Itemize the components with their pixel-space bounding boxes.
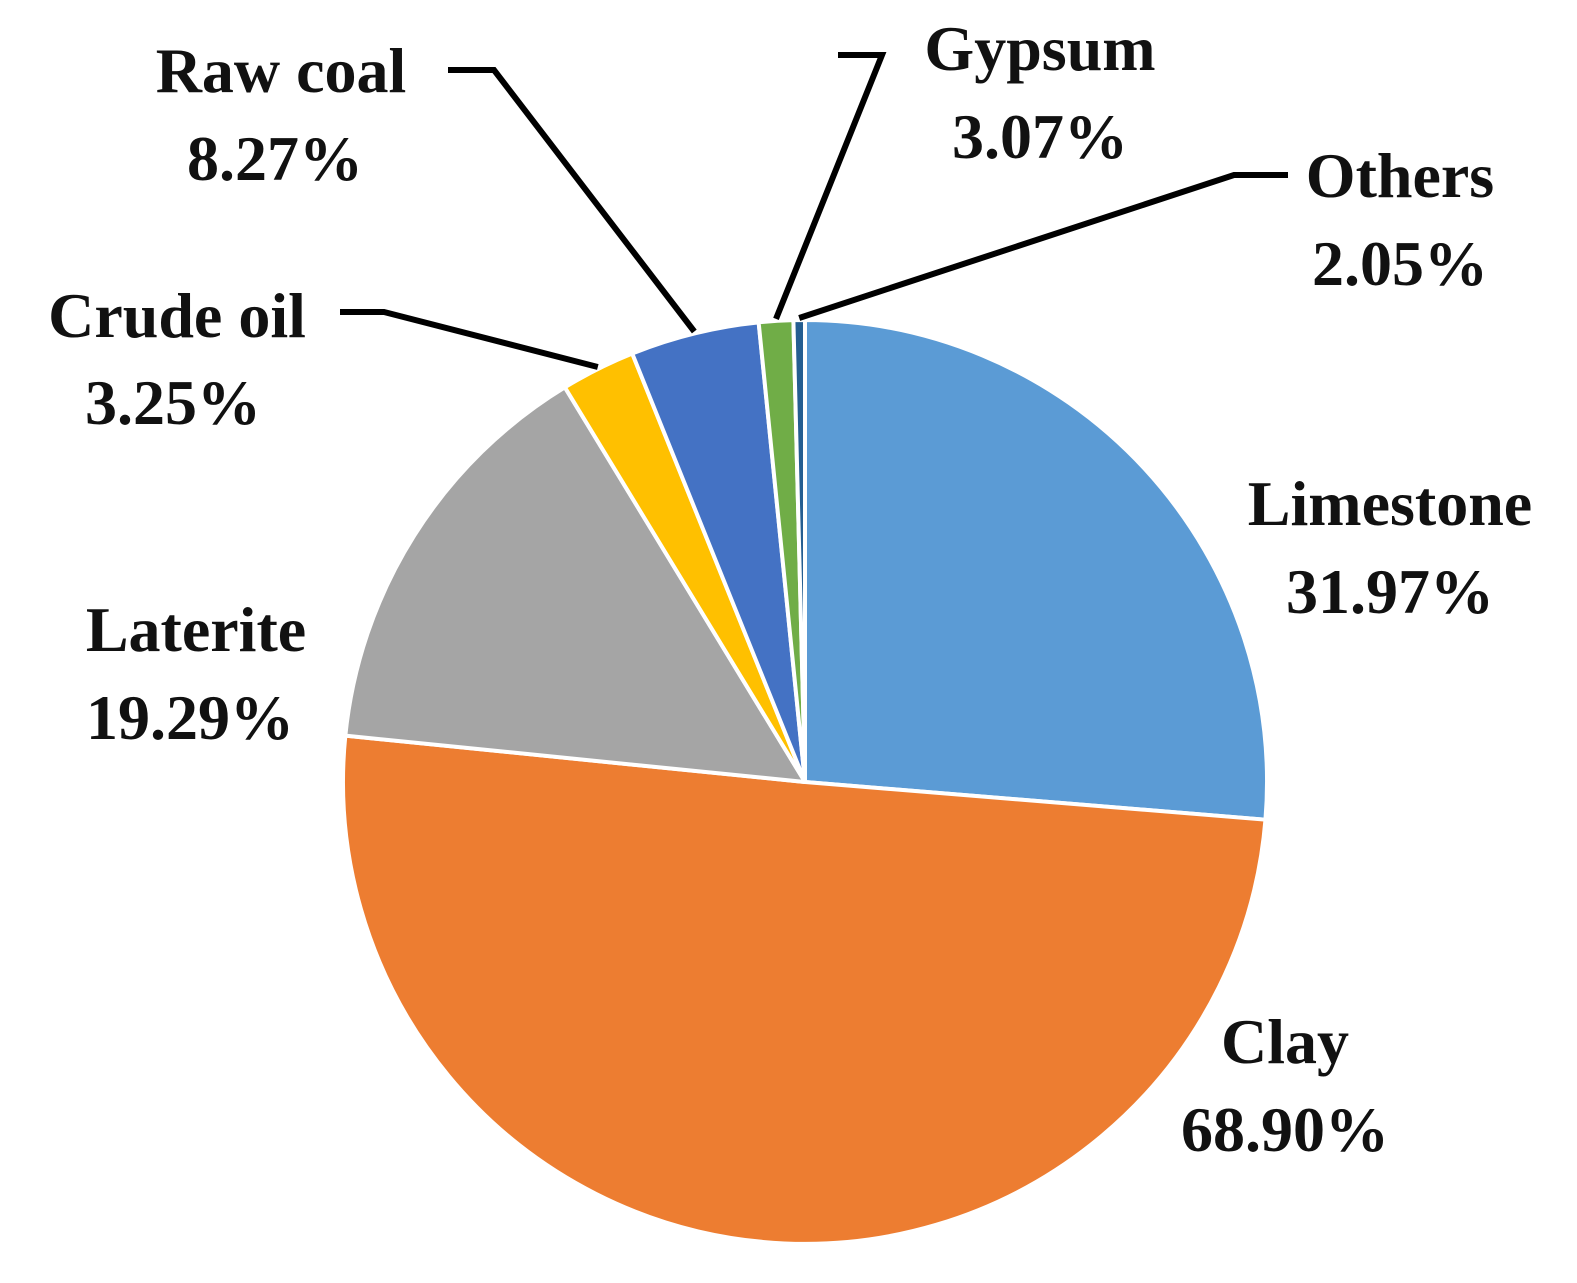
pie-slice-limestone [803, 318, 1269, 822]
leader-line-gypsum [773, 52, 887, 321]
label-limestone-name: Limestone [1248, 468, 1532, 539]
label-raw-coal-value: 8.27% [187, 123, 363, 194]
label-raw-coal-name: Raw coal [156, 35, 407, 106]
label-laterite-name: Laterite [86, 594, 306, 665]
label-others-value: 2.05% [1312, 228, 1488, 299]
pie-slice-others [791, 318, 807, 784]
label-crude-oil-value: 3.25% [85, 367, 261, 438]
label-clay-name: Clay [1221, 1006, 1349, 1077]
pie-slices [341, 318, 1269, 1246]
pie-slice-clay [341, 733, 1268, 1246]
label-limestone-value: 31.97% [1286, 556, 1494, 627]
pie-slice-laterite [343, 385, 807, 784]
label-laterite-value: 19.29% [86, 682, 294, 753]
label-gypsum-name: Gypsum [924, 13, 1155, 84]
label-clay-value: 68.90% [1181, 1094, 1389, 1165]
label-others-name: Others [1306, 140, 1494, 211]
leader-line-crude-oil [340, 309, 599, 370]
leader-line-others [798, 172, 1288, 321]
leader-line-raw-coal [448, 67, 697, 334]
leader-lines [340, 52, 1288, 370]
label-gypsum-value: 3.07% [952, 101, 1128, 172]
label-crude-oil-name: Crude oil [48, 280, 306, 351]
